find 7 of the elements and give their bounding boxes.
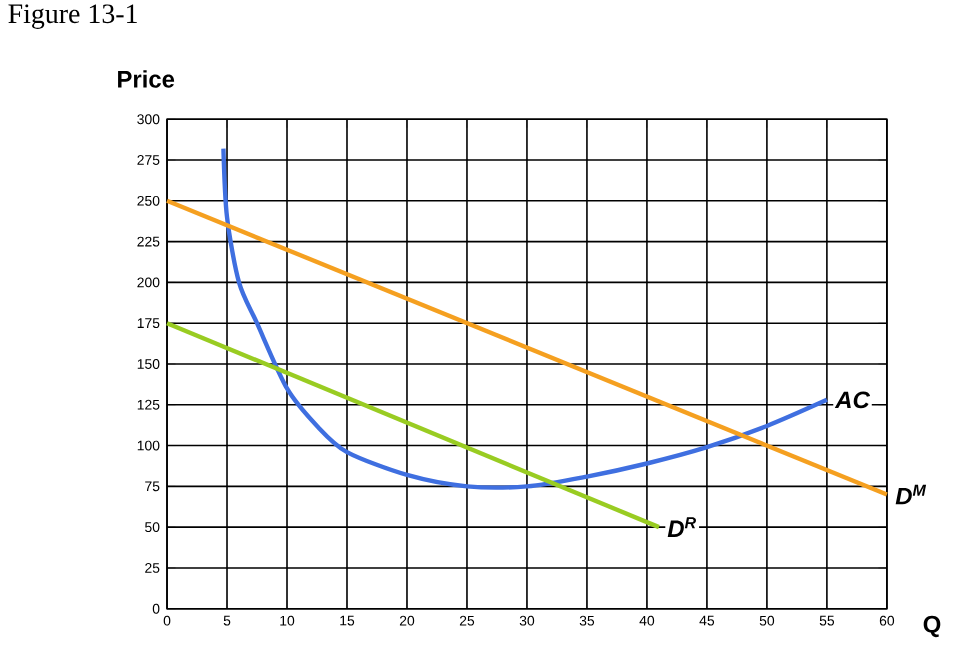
y-axis-title: Price [118,70,175,88]
line-series [221,146,830,490]
series-label: D$^{M}$ [895,484,927,505]
series-label: D$^{R}$ [667,517,696,537]
series-label: AC [834,391,871,409]
chart-title: Figure 13-1 [8,4,137,29]
x-axis-title: Q [923,615,941,638]
